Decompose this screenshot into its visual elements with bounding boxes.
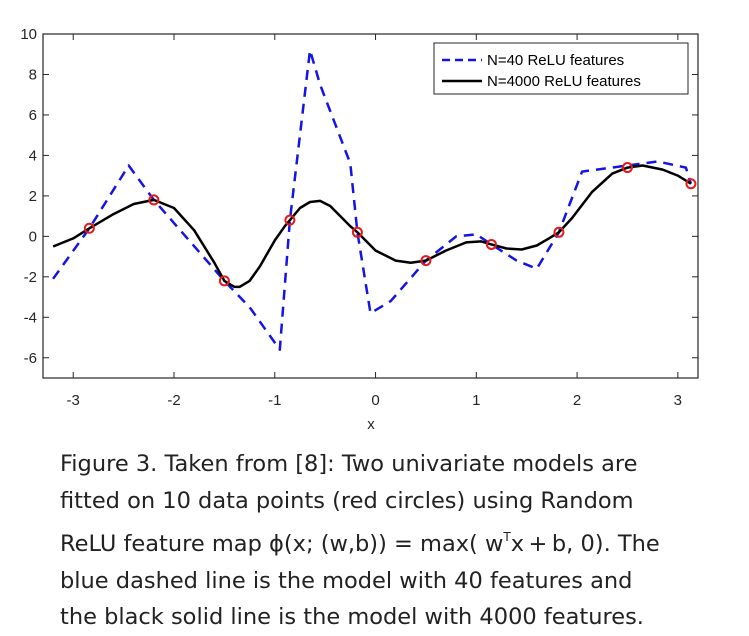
data-point [621,162,633,174]
legend-box [433,42,689,95]
x-tick-label: -3 [67,392,80,409]
data-point [83,222,95,234]
figure-caption: Figure 3. Taken from [8]: Two univariate… [60,446,730,636]
caption-superscript: T [503,530,511,544]
data-point [485,238,497,250]
data-point [553,226,565,238]
x-tick-label: -1 [268,392,281,409]
y-tick-label: 8 [29,66,37,83]
line-chart: -3 -2 -1 0 1 2 3 -6 -4 -2 0 2 4 6 8 10 x N=40 ReLU fea… [20,26,699,433]
y-tick-label: 2 [29,188,37,205]
legend: N=40 ReLU features N=4000 ReLU features [433,42,689,95]
y-tick-label: 4 [29,147,37,164]
x-axis-ticks: -3 -2 -1 0 1 2 3 [67,34,682,409]
x-tick-label: -2 [167,392,180,409]
caption-line-1: Figure 3. Taken from [8]: Two univariate… [60,451,638,477]
caption-line-2: fitted on 10 data points (red circles) u… [60,487,634,514]
legend-label-n40: N=40 ReLU features [487,52,624,69]
y-tick-label: -4 [24,309,37,326]
series-line-n4000 [52,164,692,289]
data-point [420,255,432,267]
caption-line-4: blue dashed line is the model with 40 fe… [60,567,633,594]
y-tick-label: 6 [29,107,37,124]
plot-box [42,33,699,379]
y-tick-label: -2 [24,269,37,286]
caption-line-3: ReLU feature map ϕ(x; (w,b)) = max( wTx … [60,519,730,563]
x-tick-label: 3 [674,392,682,409]
data-point [685,178,697,190]
x-tick-label: 0 [371,392,379,409]
y-tick-label: -6 [24,350,37,367]
y-axis-ticks: -6 -4 -2 0 2 4 6 8 10 [20,26,698,367]
caption-line-5: the black solid line is the model with 4… [60,604,644,630]
axes-frame [42,33,699,379]
x-axis-label: x [367,416,375,433]
data-point [218,275,230,287]
data-point [351,226,363,238]
y-tick-label: 10 [20,26,37,43]
data-points-layer [83,162,697,287]
x-tick-label: 2 [573,392,581,409]
caption-line-3-start: ReLU feature map ϕ(x; (w,b)) = max( w [60,531,504,557]
data-point [148,194,160,206]
x-tick-label: 1 [472,392,480,409]
data-point [284,214,296,226]
legend-label-n4000: N=4000 ReLU features [487,73,641,90]
y-tick-label: 0 [29,228,37,245]
caption-line-3-end: x + b, 0). The [510,531,660,557]
